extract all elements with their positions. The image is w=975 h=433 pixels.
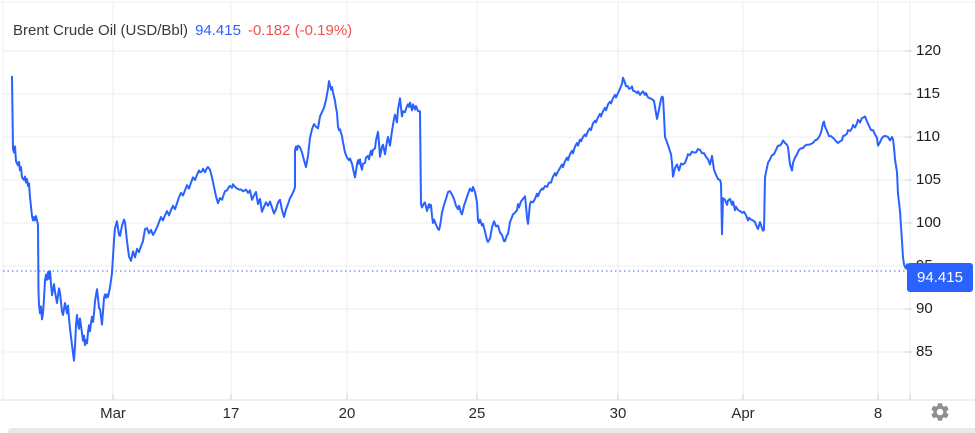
last-price-tag: 94.415 — [907, 263, 973, 292]
x-axis-label: Mar — [100, 405, 126, 422]
instrument-title: Brent Crude Oil (USD/Bbl) — [13, 22, 189, 39]
x-axis-label: 17 — [222, 405, 240, 422]
price-line-series — [11, 75, 913, 362]
chart-header: Brent Crude Oil (USD/Bbl) 94.415 -0.182 … — [13, 22, 352, 40]
x-axis-label: Apr — [731, 405, 755, 422]
y-axis-label: 115 — [916, 85, 940, 102]
x-axis-label: 20 — [338, 405, 356, 422]
y-axis-label: 85 — [916, 343, 933, 360]
chart-settings-button[interactable] — [929, 401, 951, 423]
x-axis-label: 30 — [609, 405, 627, 422]
x-axis-label: 25 — [468, 405, 486, 422]
x-axis-label: 8 — [873, 405, 883, 422]
bottom-edge-strip — [8, 428, 975, 433]
y-axis-label: 100 — [916, 214, 942, 231]
price-change: -0.182 (-0.19%) — [247, 22, 353, 39]
y-axis-label: 110 — [916, 128, 940, 145]
gear-icon — [931, 403, 949, 421]
last-price: 94.415 — [195, 22, 241, 39]
y-axis-label: 105 — [916, 171, 942, 188]
y-axis-label: 120 — [916, 42, 942, 59]
y-axis-label: 90 — [916, 300, 933, 317]
